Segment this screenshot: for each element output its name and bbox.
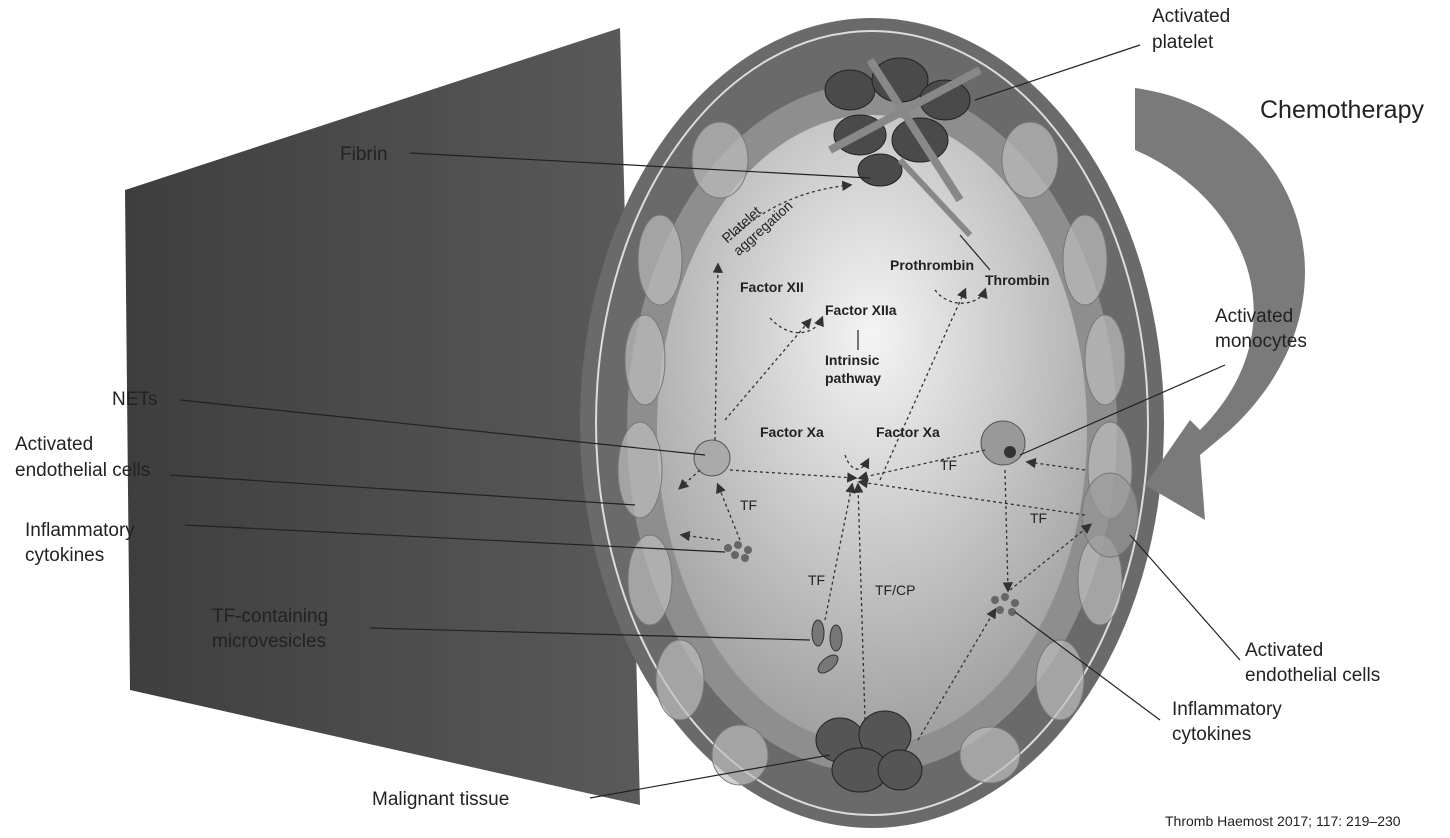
malignant-tissue bbox=[815, 710, 923, 793]
label: TF bbox=[808, 572, 825, 588]
monocyte bbox=[980, 420, 1026, 466]
label: Malignant tissue bbox=[372, 789, 509, 810]
label: monocytes bbox=[1215, 331, 1307, 352]
label: Activated bbox=[1215, 306, 1293, 327]
label: TF bbox=[1030, 510, 1047, 526]
chemotherapy-arrow bbox=[1135, 88, 1305, 520]
neutrophil bbox=[693, 439, 731, 477]
label: Activated bbox=[1152, 6, 1230, 27]
label: Intrinsic bbox=[825, 352, 880, 368]
label: Factor XII bbox=[740, 279, 804, 295]
label: Factor Xa bbox=[876, 424, 940, 440]
label: Inflammatory bbox=[1172, 699, 1282, 720]
label: Factor XIIa bbox=[825, 302, 897, 318]
label: pathway bbox=[825, 370, 881, 386]
label: Activated bbox=[15, 434, 93, 455]
nucleus bbox=[1004, 446, 1016, 458]
label: TF bbox=[740, 497, 757, 513]
label: NETs bbox=[112, 389, 157, 410]
label: Thrombin bbox=[985, 272, 1050, 288]
endothelial-ring bbox=[617, 121, 1139, 786]
label: TF bbox=[940, 457, 957, 473]
label: endothelial cells bbox=[15, 460, 150, 481]
label: endothelial cells bbox=[1245, 665, 1380, 686]
label: TF/CP bbox=[875, 582, 915, 598]
citation: Thromb Haemost 2017; 117: 219–230 bbox=[1165, 813, 1401, 829]
leader-lines bbox=[169, 44, 1241, 799]
cytokines bbox=[724, 541, 1019, 616]
label: Prothrombin bbox=[890, 257, 974, 273]
label: Factor Xa bbox=[760, 424, 824, 440]
label: TF-containing bbox=[212, 606, 328, 627]
label: platelet bbox=[1152, 32, 1214, 53]
label: Activated bbox=[1245, 640, 1323, 661]
label: microvesicles bbox=[212, 631, 326, 652]
label: Inflammatory bbox=[25, 520, 135, 541]
label: Chemotherapy bbox=[1260, 96, 1424, 124]
label: cytokines bbox=[1172, 724, 1251, 745]
label: cytokines bbox=[25, 545, 104, 566]
label: Fibrin bbox=[340, 144, 388, 165]
platelet-clot bbox=[824, 57, 982, 238]
microvesicles bbox=[811, 619, 843, 674]
pathway-arrows bbox=[678, 180, 1093, 741]
